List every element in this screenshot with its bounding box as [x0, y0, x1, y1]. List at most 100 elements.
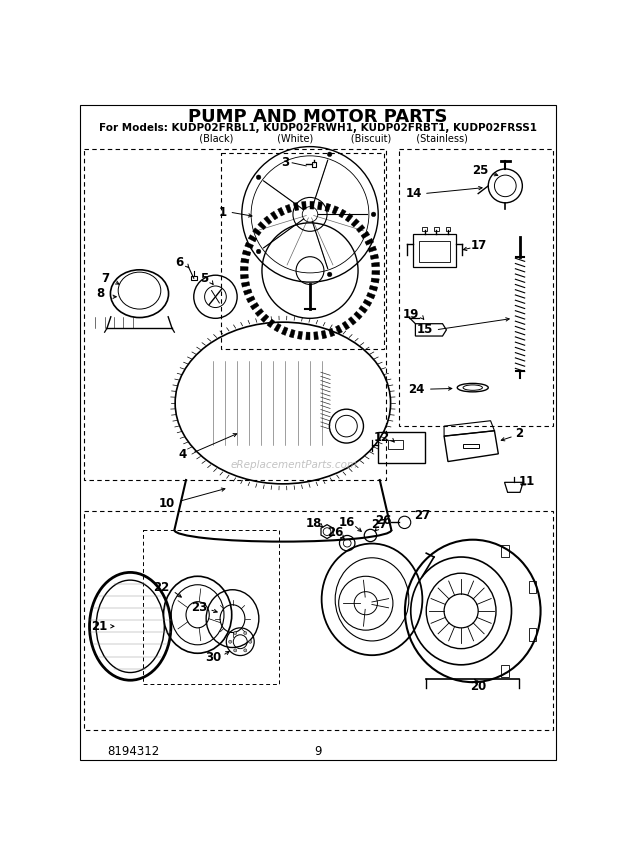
- Bar: [413, 235, 456, 267]
- Bar: [502, 665, 509, 677]
- Text: 8: 8: [97, 287, 105, 300]
- Polygon shape: [368, 246, 376, 253]
- Text: 19: 19: [402, 308, 419, 321]
- Polygon shape: [310, 201, 314, 209]
- Text: 22: 22: [153, 581, 169, 594]
- Polygon shape: [348, 317, 356, 325]
- Bar: [502, 544, 509, 557]
- Circle shape: [327, 272, 332, 276]
- Circle shape: [327, 152, 332, 157]
- Bar: [378, 432, 425, 463]
- Polygon shape: [298, 331, 303, 339]
- Bar: [84, 511, 552, 730]
- Polygon shape: [366, 293, 375, 299]
- Text: 6: 6: [175, 257, 184, 270]
- Polygon shape: [306, 332, 310, 340]
- Text: 15: 15: [417, 324, 433, 336]
- Polygon shape: [281, 327, 288, 336]
- Text: 16: 16: [339, 516, 355, 529]
- Polygon shape: [267, 319, 275, 328]
- Polygon shape: [342, 321, 350, 330]
- Circle shape: [371, 212, 376, 217]
- Polygon shape: [242, 250, 251, 256]
- Polygon shape: [372, 270, 379, 275]
- Text: 1: 1: [219, 205, 228, 218]
- Circle shape: [229, 640, 232, 643]
- Text: 30: 30: [205, 651, 221, 663]
- Text: 26: 26: [327, 526, 343, 539]
- Polygon shape: [365, 238, 374, 246]
- Text: 8194312: 8194312: [107, 745, 159, 758]
- Bar: [529, 581, 536, 593]
- Text: PUMP AND MOTOR PARTS: PUMP AND MOTOR PARTS: [188, 108, 448, 126]
- Polygon shape: [361, 231, 370, 239]
- Polygon shape: [285, 205, 291, 213]
- Polygon shape: [293, 202, 299, 211]
- Polygon shape: [252, 228, 261, 235]
- Polygon shape: [370, 254, 379, 259]
- Polygon shape: [314, 332, 319, 340]
- Polygon shape: [351, 219, 360, 227]
- Polygon shape: [325, 203, 330, 211]
- Polygon shape: [270, 211, 278, 220]
- Text: 9: 9: [314, 745, 322, 758]
- Circle shape: [234, 632, 237, 634]
- Polygon shape: [278, 207, 285, 216]
- Bar: [84, 149, 386, 480]
- Text: 12: 12: [374, 431, 390, 444]
- Polygon shape: [321, 330, 327, 339]
- Circle shape: [244, 649, 247, 652]
- Polygon shape: [329, 328, 335, 336]
- Polygon shape: [356, 224, 365, 233]
- Polygon shape: [371, 262, 379, 267]
- Polygon shape: [245, 242, 254, 249]
- Polygon shape: [241, 282, 250, 287]
- Polygon shape: [264, 216, 272, 224]
- Circle shape: [244, 632, 247, 634]
- Bar: [312, 162, 316, 167]
- Text: 25: 25: [472, 164, 489, 177]
- Text: 10: 10: [159, 496, 175, 509]
- Polygon shape: [241, 274, 249, 279]
- Text: 26: 26: [376, 514, 392, 526]
- Polygon shape: [255, 308, 264, 317]
- Text: eReplacementParts.com: eReplacementParts.com: [231, 460, 358, 470]
- Bar: [399, 149, 552, 426]
- Polygon shape: [301, 201, 306, 210]
- Circle shape: [256, 249, 261, 253]
- Polygon shape: [345, 213, 353, 222]
- Polygon shape: [369, 285, 378, 291]
- Polygon shape: [335, 325, 342, 334]
- Bar: [463, 443, 479, 449]
- Text: 21: 21: [91, 620, 107, 633]
- Bar: [388, 440, 403, 449]
- Text: 27: 27: [414, 509, 430, 522]
- Circle shape: [249, 640, 252, 643]
- Text: 7: 7: [101, 272, 110, 285]
- Polygon shape: [244, 289, 252, 295]
- Polygon shape: [290, 330, 295, 338]
- Polygon shape: [258, 222, 266, 229]
- Polygon shape: [250, 302, 259, 310]
- Bar: [191, 276, 197, 280]
- Text: 20: 20: [470, 680, 486, 693]
- Bar: [422, 228, 427, 230]
- Polygon shape: [371, 278, 379, 283]
- Text: 18: 18: [306, 517, 322, 530]
- Bar: [446, 228, 450, 230]
- Polygon shape: [363, 300, 372, 306]
- Bar: [221, 152, 384, 349]
- Bar: [419, 241, 450, 262]
- Text: 24: 24: [408, 383, 424, 395]
- Bar: [143, 530, 279, 684]
- Bar: [434, 228, 439, 230]
- Polygon shape: [241, 266, 248, 270]
- Text: 14: 14: [405, 187, 422, 200]
- Polygon shape: [332, 205, 339, 214]
- Polygon shape: [354, 312, 362, 319]
- Polygon shape: [317, 202, 322, 210]
- Polygon shape: [339, 209, 346, 218]
- Text: 23: 23: [191, 601, 207, 614]
- Bar: [529, 628, 536, 641]
- Polygon shape: [260, 314, 269, 323]
